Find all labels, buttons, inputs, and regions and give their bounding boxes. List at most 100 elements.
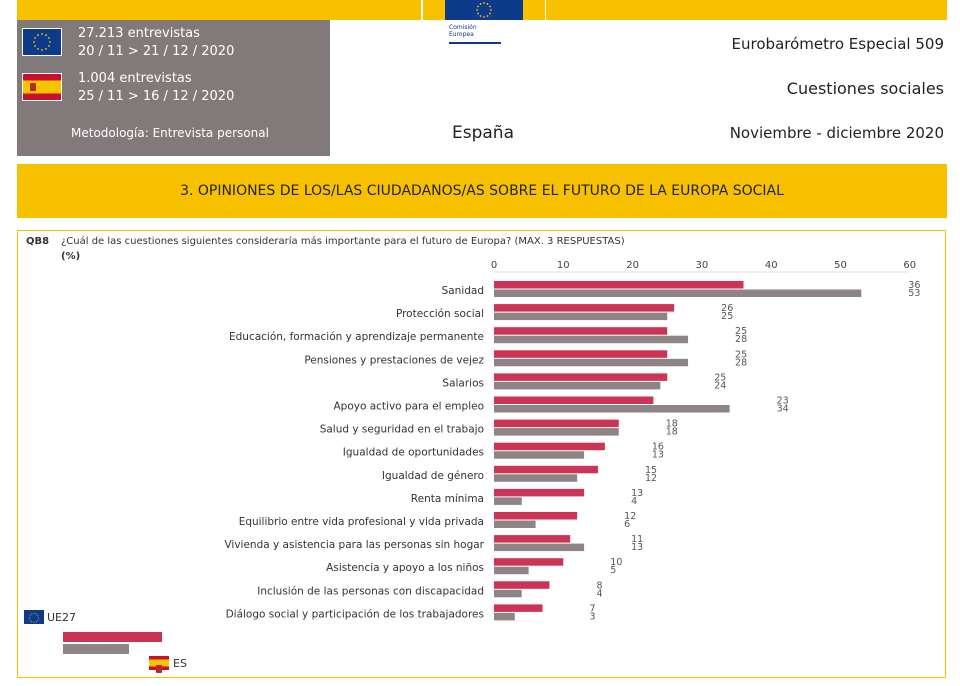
value-label-es: 24: [714, 380, 726, 391]
eu-star: [48, 45, 50, 47]
bar-es: [494, 312, 668, 321]
category-label: Salarios: [442, 377, 484, 389]
es-interviews: 1.004 entrevistas: [78, 71, 192, 86]
section-title: 3. OPINIONES DE LOS/LAS CIUDADANOS/AS SO…: [17, 164, 947, 218]
category-label: Educación, formación y aprendizaje perma…: [229, 331, 484, 343]
value-label-eu: 18: [666, 419, 678, 430]
category-label: Sanidad: [442, 285, 484, 297]
bar-eu: [494, 535, 571, 543]
value-label-es: 12: [645, 473, 657, 484]
eu-star: [49, 41, 51, 43]
value-label-eu: 13: [631, 488, 643, 499]
category-label: Pensiones y prestaciones de vejez: [304, 354, 484, 366]
value-label-es: 5: [610, 565, 616, 576]
category-label: Diálogo social y participación de los tr…: [226, 608, 484, 620]
survey-topic: Cuestiones sociales: [786, 79, 944, 98]
value-label-eu: 15: [645, 465, 657, 476]
category-label: Igualdad de género: [382, 470, 484, 482]
bar-eu: [494, 581, 550, 589]
bar-es: [494, 335, 689, 344]
eu-interviews: 27.213 entrevistas: [78, 26, 200, 41]
eu-star: [479, 15, 482, 17]
x-tick-label: 60: [903, 260, 916, 271]
bar-es: [494, 589, 522, 598]
value-label-es: 6: [624, 519, 630, 530]
eu-star: [37, 617, 40, 619]
spain-flag-icon: [22, 73, 62, 101]
x-tick-label: 40: [765, 260, 778, 271]
category-label: Vivienda y asistencia para las personas …: [224, 539, 484, 551]
bar-es: [494, 358, 689, 367]
survey-info-box: 27.213 entrevistas 20 / 11 > 21 / 12 / 2…: [17, 20, 330, 156]
eu-star: [29, 619, 31, 621]
eu-flag-icon: [22, 28, 62, 56]
value-label-es: 28: [735, 334, 747, 345]
bar-eu: [494, 350, 668, 358]
question-text: ¿Cuál de las cuestiones siguientes consi…: [61, 236, 625, 247]
eu-star: [483, 2, 485, 4]
eu-star: [48, 37, 50, 39]
value-label-eu: 26: [721, 303, 733, 314]
eu-star: [35, 613, 37, 615]
legend-eu-label: UE27: [47, 611, 76, 624]
bar-es: [494, 451, 585, 459]
eu-star: [33, 621, 35, 624]
bar-es: [494, 474, 578, 482]
eu-star: [31, 621, 33, 623]
value-label-eu: 7: [590, 603, 596, 614]
value-label-eu: 25: [735, 349, 747, 360]
value-label-eu: 36: [908, 280, 920, 291]
eu-flag-icon: [445, 0, 523, 20]
logo-wave-left: [423, 0, 445, 20]
bar-es: [494, 428, 619, 436]
bar-eu: [494, 419, 619, 428]
value-label-eu: 23: [777, 396, 789, 407]
bar-es: [494, 381, 661, 390]
methodology: Metodología: Entrevista personal: [71, 126, 269, 140]
eu-star: [37, 48, 39, 50]
es-fieldwork-dates: 25 / 11 > 16 / 12 / 2020: [78, 89, 235, 104]
bar-eu: [494, 304, 675, 312]
bar-eu: [494, 281, 744, 289]
category-label: Igualdad de oportunidades: [343, 447, 484, 459]
eu-star: [34, 45, 36, 47]
category-label: Renta mínima: [411, 493, 484, 505]
eu-star: [489, 5, 491, 8]
category-label: Salud y seguridad en el trabajo: [320, 424, 484, 436]
bar-es: [494, 497, 522, 505]
value-label-es: 13: [631, 542, 643, 553]
bar-es: [494, 405, 730, 413]
chart-panel: [17, 230, 946, 678]
legend-es-label: ES: [173, 657, 187, 670]
eu-star: [35, 621, 37, 623]
value-label-es: 18: [666, 427, 678, 438]
x-tick-label: 50: [834, 260, 847, 271]
survey-period: Noviembre - diciembre 2020: [729, 124, 944, 142]
eu-fieldwork-dates: 20 / 11 > 21 / 12 / 2020: [78, 44, 235, 59]
value-label-eu: 11: [631, 534, 643, 545]
value-label-es: 53: [908, 288, 920, 299]
bar-eu: [494, 373, 668, 381]
bar-es: [494, 612, 515, 621]
eu-star: [37, 615, 39, 617]
eu-star: [477, 5, 479, 8]
bar-eu: [494, 396, 654, 404]
eu-star: [476, 9, 478, 11]
eu-star: [483, 16, 485, 18]
eu-star: [33, 612, 35, 615]
eu-star: [37, 34, 39, 36]
legend-es-swatch: [63, 644, 129, 654]
eu-star: [486, 15, 489, 17]
legend-eu-flag-icon: [24, 610, 44, 624]
eu-star: [489, 12, 491, 15]
value-label-eu: 25: [714, 372, 726, 383]
european-commission-logo: Comisión Europea: [421, 0, 546, 48]
bar-eu: [494, 512, 578, 520]
x-tick-label: 0: [491, 260, 497, 271]
value-label-eu: 25: [735, 326, 747, 337]
logo-text-line-1: Comisión: [449, 24, 477, 31]
x-tick-label: 20: [626, 260, 639, 271]
eu-star: [45, 34, 47, 36]
eu-star: [31, 613, 33, 615]
bar-es: [494, 289, 862, 297]
